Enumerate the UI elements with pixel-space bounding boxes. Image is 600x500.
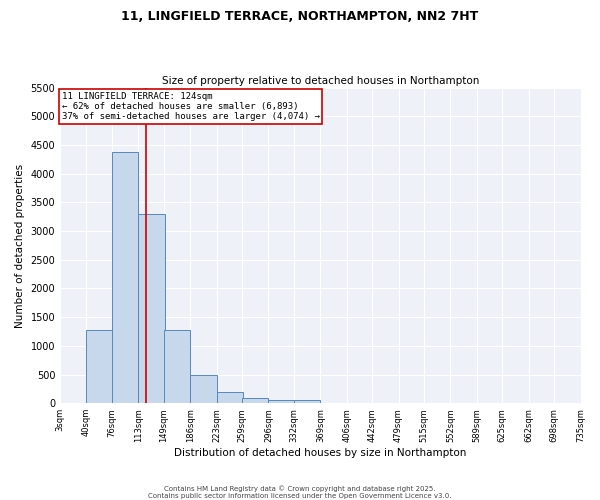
Bar — [112, 152, 139, 403]
Bar — [139, 214, 164, 403]
Bar — [268, 400, 295, 403]
Bar — [242, 398, 268, 403]
Bar — [217, 392, 243, 403]
Y-axis label: Number of detached properties: Number of detached properties — [15, 164, 25, 328]
Bar — [190, 374, 217, 403]
Text: Contains HM Land Registry data © Crown copyright and database right 2025.: Contains HM Land Registry data © Crown c… — [164, 486, 436, 492]
X-axis label: Distribution of detached houses by size in Northampton: Distribution of detached houses by size … — [174, 448, 467, 458]
Text: 11 LINGFIELD TERRACE: 124sqm
← 62% of detached houses are smaller (6,893)
37% of: 11 LINGFIELD TERRACE: 124sqm ← 62% of de… — [62, 92, 320, 122]
Bar — [164, 330, 190, 403]
Text: 11, LINGFIELD TERRACE, NORTHAMPTON, NN2 7HT: 11, LINGFIELD TERRACE, NORTHAMPTON, NN2 … — [121, 10, 479, 23]
Bar — [294, 400, 320, 403]
Bar — [86, 330, 113, 403]
Title: Size of property relative to detached houses in Northampton: Size of property relative to detached ho… — [161, 76, 479, 86]
Text: Contains public sector information licensed under the Open Government Licence v3: Contains public sector information licen… — [148, 493, 452, 499]
